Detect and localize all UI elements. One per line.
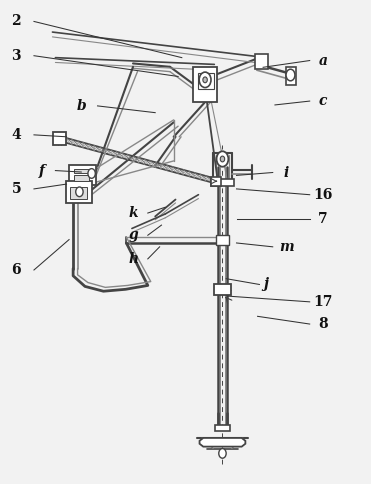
Circle shape — [203, 77, 207, 83]
Polygon shape — [198, 73, 214, 90]
Text: 16: 16 — [313, 188, 333, 202]
Text: b: b — [76, 99, 86, 113]
Polygon shape — [286, 67, 296, 85]
Polygon shape — [74, 175, 89, 181]
Text: 5: 5 — [12, 182, 21, 196]
Text: 3: 3 — [12, 49, 21, 63]
Text: 17: 17 — [313, 295, 333, 309]
Polygon shape — [66, 181, 92, 203]
Text: j: j — [263, 277, 268, 291]
Text: 7: 7 — [318, 212, 328, 226]
Polygon shape — [200, 438, 245, 447]
Text: i: i — [283, 166, 289, 180]
Polygon shape — [211, 179, 234, 186]
Polygon shape — [211, 177, 221, 185]
Text: c: c — [319, 94, 327, 108]
Polygon shape — [69, 165, 96, 185]
Circle shape — [219, 449, 226, 458]
Text: f: f — [38, 164, 45, 178]
Circle shape — [286, 69, 295, 81]
Circle shape — [76, 187, 83, 197]
Text: h: h — [129, 252, 139, 266]
Text: 6: 6 — [12, 263, 21, 277]
Polygon shape — [255, 54, 268, 69]
Circle shape — [199, 72, 211, 88]
Polygon shape — [214, 285, 231, 295]
Polygon shape — [53, 132, 66, 146]
Circle shape — [220, 156, 225, 162]
Polygon shape — [216, 235, 229, 245]
Text: g: g — [129, 228, 139, 242]
Polygon shape — [193, 67, 217, 102]
Text: a: a — [318, 54, 328, 68]
Circle shape — [88, 168, 95, 178]
Text: 2: 2 — [12, 15, 21, 29]
Text: k: k — [129, 206, 138, 220]
Text: m: m — [279, 240, 293, 254]
Polygon shape — [74, 168, 89, 173]
Text: 4: 4 — [12, 128, 21, 142]
Text: 8: 8 — [318, 317, 328, 331]
Circle shape — [217, 151, 229, 166]
Polygon shape — [215, 425, 230, 431]
Polygon shape — [70, 187, 87, 198]
